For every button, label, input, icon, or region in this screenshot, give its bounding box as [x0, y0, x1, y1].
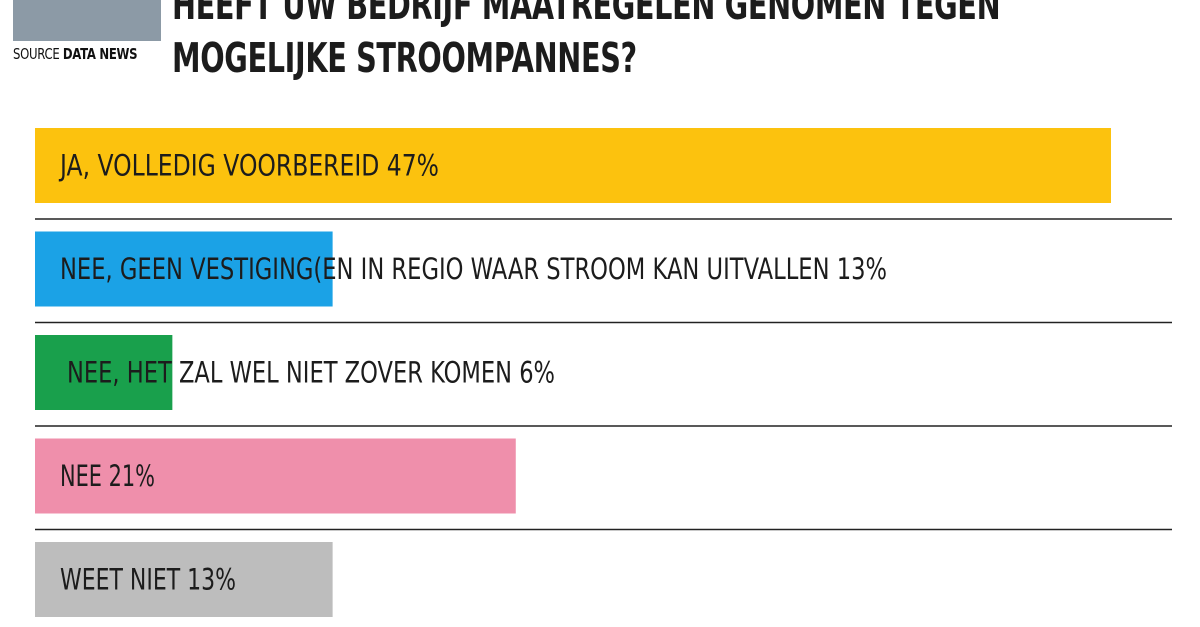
bar-label-3: NEE, HET ZAL WEL NIET ZOVER KOMEN 6%	[67, 356, 555, 390]
bar-5	[35, 542, 333, 617]
source-credit: SOURCE DATA NEWS	[13, 45, 138, 63]
source-color-box	[13, 0, 161, 41]
bar-4	[35, 438, 516, 514]
title-line-1: HEEFT UW BEDRIJF MAATREGELEN GENOMEN TEG…	[172, 0, 1001, 29]
source-name: DATA NEWS	[62, 45, 138, 63]
bar-label-5: WEET NIET 13%	[60, 563, 236, 597]
bar-label-2: NEE, GEEN VESTIGING(EN IN REGIO WAAR STR…	[60, 252, 887, 286]
bar-1	[35, 128, 1111, 203]
bar-label-1: JA, VOLLEDIG VOORBEREID 47%	[58, 149, 439, 183]
source-block	[13, 0, 161, 41]
bar-2	[35, 231, 333, 307]
title-line-2: MOGELIJKE STROOMPANNES?	[172, 34, 637, 80]
page-title: HEEFT UW BEDRIJF MAATREGELEN GENOMEN TEG…	[172, 0, 1172, 80]
source-word: SOURCE	[13, 45, 60, 63]
bar-3	[35, 335, 173, 410]
bar-label-4: NEE 21%	[60, 459, 155, 493]
